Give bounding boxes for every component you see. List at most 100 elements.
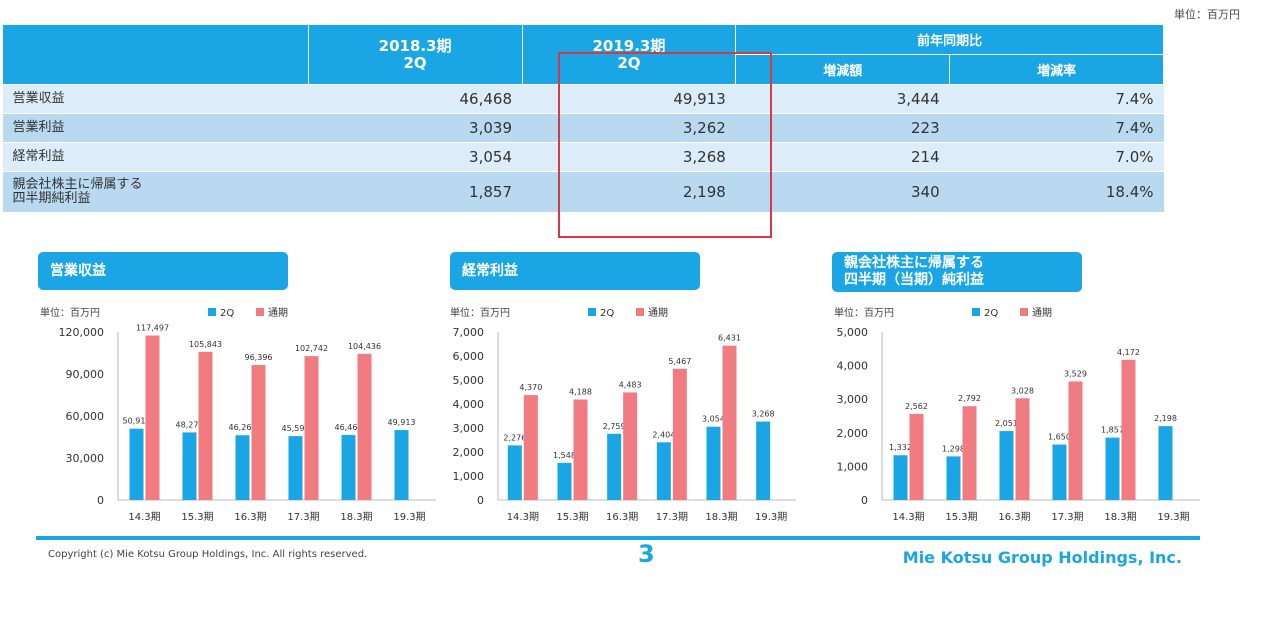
bar-full-year <box>909 413 924 500</box>
bar-full-year <box>672 368 687 500</box>
data-label: 102,742 <box>295 344 328 353</box>
revenue-bar-chart: 単位：百万円 2Q 通期 0 30,000 60,000 90,000 120,000 14.3… <box>40 306 436 523</box>
bar-2q <box>557 462 572 500</box>
bar-full-year <box>1121 359 1136 500</box>
cell-2018: 3,054 <box>308 142 522 172</box>
bar-2q <box>182 432 197 500</box>
bar-2q <box>706 426 721 500</box>
data-label: 5,467 <box>668 357 691 366</box>
data-label: 105,843 <box>189 340 222 349</box>
y-tick-label: 0 <box>861 494 868 507</box>
bar-2q <box>235 435 250 500</box>
data-label: 3,054 <box>702 415 725 424</box>
y-tick-label: 4,000 <box>837 360 869 373</box>
data-label: 3,529 <box>1064 369 1087 378</box>
x-tick-label: 14.3期 <box>892 511 924 523</box>
legend-swatch-full-year <box>1020 308 1028 316</box>
data-label: 117,497 <box>136 324 169 333</box>
row-label: 営業収益 <box>2 84 309 114</box>
bar-2q <box>756 421 771 500</box>
header-rate: 増減率 <box>949 54 1164 85</box>
table-row: 親会社株主に帰属する 四半期純利益 1,857 2,198 340 18.4% <box>2 171 1164 213</box>
legend-swatch-2q <box>972 308 980 316</box>
x-tick-label: 16.3期 <box>998 511 1030 523</box>
chart-unit-label: 単位：百万円 <box>40 306 100 319</box>
data-label: 45,598 <box>282 424 310 433</box>
summary-table: 2018.3期 2Q 2019.3期 2Q 前年同期比 増減額 増減率 営業収益… <box>2 24 1164 213</box>
bar-full-year <box>304 356 319 500</box>
data-label: 104,436 <box>348 342 381 351</box>
header-blank <box>2 24 309 85</box>
chart-title-net-income: 親会社株主に帰属する 四半期（当期）純利益 <box>832 252 1082 292</box>
data-label: 4,483 <box>619 380 642 389</box>
x-tick-label: 14.3期 <box>128 511 160 523</box>
data-label: 3,268 <box>752 410 775 419</box>
y-tick-label: 0 <box>97 494 104 507</box>
legend-swatch-full-year <box>636 308 644 316</box>
data-label: 96,396 <box>245 353 273 362</box>
y-tick-label: 90,000 <box>66 368 105 381</box>
y-tick-label: 7,000 <box>453 326 485 339</box>
x-tick-label: 18.3期 <box>1104 511 1136 523</box>
data-label: 1,298 <box>942 444 965 453</box>
row-label: 親会社株主に帰属する 四半期純利益 <box>2 171 309 213</box>
chart-unit-label: 単位：百万円 <box>834 306 894 319</box>
bar-full-year <box>251 365 266 500</box>
header-2018-quarter: 2Q <box>403 53 427 72</box>
cell-2018: 46,468 <box>308 84 522 114</box>
legend-label-full-year: 通期 <box>1032 307 1052 319</box>
data-label: 49,913 <box>388 418 416 427</box>
data-label: 3,028 <box>1011 386 1034 395</box>
legend-swatch-full-year <box>256 308 264 316</box>
cell-rate: 18.4% <box>949 171 1164 213</box>
y-tick-label: 5,000 <box>453 374 485 387</box>
chart-title-revenue-text: 営業収益 <box>50 262 106 279</box>
bar-2q <box>288 436 303 500</box>
data-label: 48,279 <box>176 420 204 429</box>
bar-2q <box>507 445 522 500</box>
legend-swatch-2q <box>588 308 596 316</box>
bar-2q <box>656 442 671 500</box>
cell-2018: 3,039 <box>308 113 522 143</box>
table-row: 営業利益 3,039 3,262 223 7.4% <box>2 113 1164 143</box>
company-name: Mie Kotsu Group Holdings, Inc. <box>902 548 1182 567</box>
x-tick-label: 14.3期 <box>507 511 539 523</box>
bar-full-year <box>962 406 977 500</box>
data-label: 4,370 <box>519 383 542 392</box>
data-label: 2,276 <box>503 433 526 442</box>
x-tick-label: 19.3期 <box>755 511 787 523</box>
x-tick-label: 17.3期 <box>1051 511 1083 523</box>
x-tick-label: 18.3期 <box>340 511 372 523</box>
chart-title-ordinary-income-text: 経常利益 <box>462 262 518 279</box>
y-tick-label: 4,000 <box>453 398 485 411</box>
ordinary-income-bar-chart: 単位：百万円 2Q 通期 0 1,000 2,000 3,000 4,000 5,000 6,00… <box>450 306 796 523</box>
cell-2019: 49,913 <box>522 84 736 114</box>
header-2019-year: 2019.3期 <box>592 36 666 55</box>
x-tick-label: 16.3期 <box>234 511 266 523</box>
x-tick-label: 19.3期 <box>393 511 425 523</box>
data-label: 2,404 <box>652 430 675 439</box>
x-tick-label: 16.3期 <box>606 511 638 523</box>
bar-full-year <box>722 345 737 500</box>
y-tick-label: 3,000 <box>837 393 869 406</box>
footer-divider <box>36 536 1200 540</box>
bar-full-year <box>1068 381 1083 500</box>
y-tick-label: 2,000 <box>837 427 869 440</box>
header-2018: 2018.3期 2Q <box>307 24 523 85</box>
cell-rate: 7.4% <box>949 113 1164 143</box>
y-tick-label: 30,000 <box>66 452 105 465</box>
cell-rate: 7.0% <box>949 142 1164 172</box>
bar-2q <box>341 434 356 500</box>
legend-label-2q: 2Q <box>984 308 998 319</box>
cell-change: 3,444 <box>735 84 950 114</box>
chart-title-ordinary-income: 経常利益 <box>450 252 700 290</box>
cell-2019: 2,198 <box>522 171 736 213</box>
bar-2q <box>607 433 622 500</box>
y-tick-label: 1,000 <box>837 460 869 473</box>
data-label: 6,431 <box>718 334 741 343</box>
data-label: 2,759 <box>603 422 626 431</box>
net-income-bar-chart: 単位：百万円 2Q 通期 0 1,000 2,000 3,000 4,000 5,000 14.3… <box>834 306 1200 523</box>
data-label: 1,548 <box>553 451 576 460</box>
data-label: 4,172 <box>1117 348 1140 357</box>
y-tick-label: 1,000 <box>453 470 485 483</box>
